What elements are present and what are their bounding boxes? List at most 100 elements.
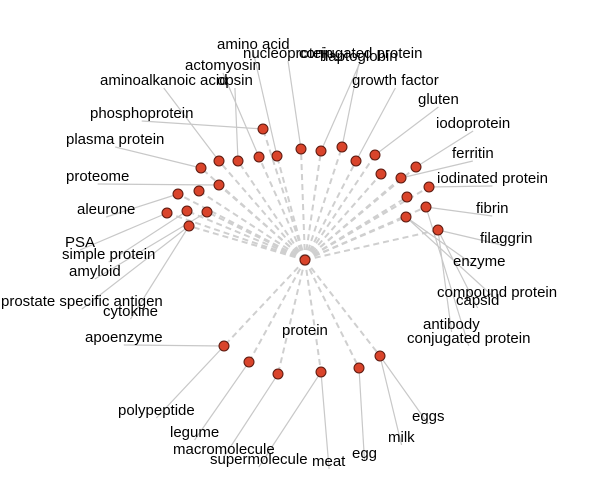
- graph-node[interactable]: [353, 362, 365, 374]
- leaders: [79, 51, 507, 470]
- graph-node[interactable]: [401, 191, 413, 203]
- graph-node[interactable]: [272, 368, 284, 380]
- node-label: simple protein: [62, 246, 155, 263]
- edge: [304, 173, 382, 261]
- edge: [218, 184, 306, 261]
- label-leader: [415, 130, 474, 168]
- graph-node[interactable]: [374, 350, 386, 362]
- label-leader: [97, 183, 220, 186]
- label-leader: [106, 193, 179, 218]
- label-leader: [130, 225, 190, 320]
- edge: [262, 128, 306, 261]
- label-leader: [355, 87, 396, 162]
- label-leader: [79, 212, 168, 251]
- label-leader: [115, 146, 202, 169]
- label-leader: [108, 210, 188, 263]
- node-label: supermolecule: [210, 451, 308, 468]
- graph-node[interactable]: [213, 155, 225, 167]
- graph-node[interactable]: [395, 172, 407, 184]
- edge: [304, 259, 381, 357]
- label-leader: [252, 51, 278, 157]
- label-leader: [155, 345, 225, 419]
- graph-node[interactable]: [432, 224, 444, 236]
- node-label: amyloid: [69, 263, 121, 280]
- node-label: eggs: [412, 408, 445, 425]
- center-label: protein: [282, 322, 328, 339]
- node-label: egg: [352, 445, 377, 462]
- graph-node[interactable]: [336, 141, 348, 153]
- graph-node[interactable]: [257, 123, 269, 135]
- label-leader: [222, 72, 260, 158]
- graph-node[interactable]: [243, 356, 255, 368]
- node-label: growth factor: [352, 72, 439, 89]
- graph-node[interactable]: [350, 155, 362, 167]
- label-leader: [258, 371, 322, 468]
- graph-node[interactable]: [201, 206, 213, 218]
- label-leader: [379, 355, 429, 425]
- node-label: apoenzyme: [85, 329, 163, 346]
- node-label: amino acid: [217, 36, 290, 53]
- graph-node[interactable]: [423, 181, 435, 193]
- graph-node[interactable]: [420, 201, 432, 213]
- label-leader: [425, 206, 493, 217]
- graph-node[interactable]: [218, 340, 230, 352]
- label-leader: [223, 373, 279, 458]
- label-leader: [341, 63, 360, 148]
- nodes: [161, 123, 444, 380]
- graph-node[interactable]: [195, 162, 207, 174]
- node-label: compound protein: [437, 284, 557, 301]
- node-label: fibrin: [476, 200, 509, 217]
- edge: [248, 259, 306, 363]
- graph-node[interactable]: [410, 161, 422, 173]
- graph-node[interactable]: [181, 205, 193, 217]
- label-leader: [194, 361, 250, 441]
- node-label: conjugated protein: [407, 330, 530, 347]
- label-leader: [320, 371, 330, 470]
- edge: [304, 216, 407, 261]
- edge: [304, 160, 357, 261]
- graph-node[interactable]: [315, 145, 327, 157]
- edge: [218, 160, 306, 261]
- graph-node[interactable]: [232, 155, 244, 167]
- graph-node[interactable]: [369, 149, 381, 161]
- edge: [186, 210, 306, 261]
- node-label: opsin: [217, 72, 253, 89]
- graph-node[interactable]: [161, 207, 173, 219]
- label-leader: [405, 216, 480, 270]
- node-label: meat: [312, 453, 346, 470]
- center-node[interactable]: [299, 254, 311, 266]
- node-label: gluten: [418, 91, 459, 108]
- node-label: milk: [388, 429, 415, 446]
- graph-node[interactable]: [295, 143, 307, 155]
- node-label: antibody: [423, 316, 480, 333]
- edge: [304, 177, 402, 261]
- graph-node[interactable]: [193, 185, 205, 197]
- label-leader: [234, 87, 239, 162]
- graph-node[interactable]: [172, 188, 184, 200]
- graph-node[interactable]: [271, 150, 283, 162]
- node-label: filaggrin: [480, 230, 533, 247]
- edge: [304, 259, 322, 373]
- node-label: cytokine: [103, 303, 158, 320]
- graph-node[interactable]: [400, 211, 412, 223]
- graph-node[interactable]: [253, 151, 265, 163]
- edge: [276, 155, 306, 261]
- graph-node[interactable]: [375, 168, 387, 180]
- edge: [304, 259, 360, 369]
- node-label: aleurone: [77, 201, 135, 218]
- label-leader: [428, 185, 493, 188]
- graph-node[interactable]: [315, 366, 327, 378]
- graph-node[interactable]: [183, 220, 195, 232]
- node-label: proteome: [66, 168, 129, 185]
- label-leader: [320, 60, 362, 152]
- edge: [188, 225, 306, 261]
- edge: [300, 148, 306, 261]
- node-label: conjugated protein: [299, 45, 422, 62]
- node-label: iodoprotein: [436, 115, 510, 132]
- node-label: nucleoprotein: [243, 45, 333, 62]
- node-label: plasma protein: [66, 131, 164, 148]
- label-leader: [379, 355, 403, 446]
- graph-node[interactable]: [213, 179, 225, 191]
